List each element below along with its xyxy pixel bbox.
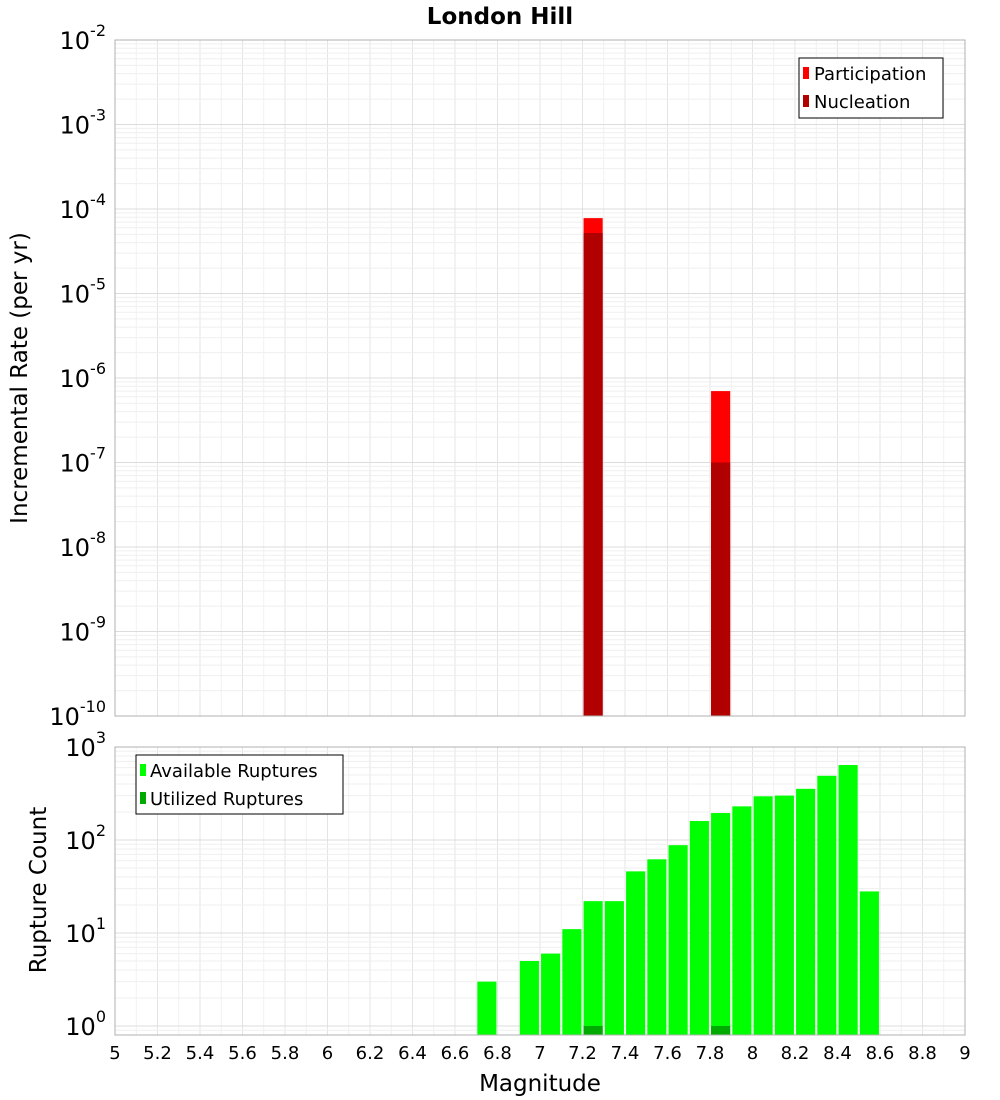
top-bar-nucleation bbox=[583, 232, 603, 716]
bottom-y-tick-label: 101 bbox=[65, 914, 106, 948]
legend-label-utilized-ruptures: Utilized Ruptures bbox=[150, 789, 303, 810]
bottom-bar-available-ruptures bbox=[583, 901, 603, 1035]
legend-swatch-available-ruptures bbox=[140, 764, 146, 776]
bottom-bar-available-ruptures bbox=[647, 859, 667, 1035]
x-axis-label: Magnitude bbox=[479, 1071, 601, 1097]
x-tick-label: 7.8 bbox=[696, 1043, 725, 1064]
top-bar-nucleation bbox=[711, 462, 731, 716]
bottom-plot-frame bbox=[114, 746, 966, 1036]
legend-label-participation: Participation bbox=[814, 64, 926, 85]
x-tick-label: 7.6 bbox=[653, 1043, 682, 1064]
x-tick-label: 5.2 bbox=[143, 1043, 172, 1064]
bottom-bar-available-ruptures bbox=[732, 806, 752, 1035]
top-y-tick-label: 10-9 bbox=[60, 613, 107, 647]
bottom-bar-utilized-ruptures bbox=[711, 1025, 731, 1035]
x-tick-label: 8 bbox=[747, 1043, 758, 1064]
top-y-tick-label: 10-10 bbox=[49, 697, 106, 731]
chart-title: London Hill bbox=[427, 4, 573, 30]
bottom-legend: Available Ruptures Utilized Ruptures bbox=[135, 754, 344, 815]
top-y-tick-label: 10-6 bbox=[60, 359, 107, 393]
x-tick-label: 8.4 bbox=[823, 1043, 852, 1064]
top-y-axis-label: Incremental Rate (per yr) bbox=[7, 232, 33, 524]
bottom-bar-available-ruptures bbox=[477, 981, 497, 1035]
top-plot-bars bbox=[583, 218, 731, 716]
top-y-tick-labels: 10-10 10-9 10-8 10-7 10-6 10-5 10-4 10-3 10-2 bbox=[49, 21, 106, 731]
bottom-bar-available-ruptures bbox=[519, 960, 539, 1035]
bottom-bar-utilized-ruptures bbox=[583, 1025, 603, 1035]
bottom-y-axis-label: Rupture Count bbox=[26, 807, 52, 973]
bottom-legend-box bbox=[135, 754, 344, 815]
x-tick-label: 5.6 bbox=[228, 1043, 257, 1064]
bottom-bar-available-ruptures bbox=[689, 821, 709, 1035]
bottom-bar-available-ruptures bbox=[859, 891, 879, 1035]
top-y-tick-label: 10-2 bbox=[60, 21, 107, 55]
top-y-tick-label: 10-4 bbox=[60, 190, 107, 224]
x-tick-label: 7.4 bbox=[611, 1043, 640, 1064]
legend-swatch-utilized-ruptures bbox=[140, 792, 146, 804]
bottom-bar-available-ruptures bbox=[541, 953, 561, 1035]
x-tick-label: 6.4 bbox=[398, 1043, 427, 1064]
x-tick-label: 6.6 bbox=[441, 1043, 470, 1064]
bottom-bar-available-ruptures bbox=[626, 871, 646, 1035]
bottom-bar-available-ruptures bbox=[604, 901, 624, 1035]
x-tick-label: 6.2 bbox=[356, 1043, 385, 1064]
bottom-bar-available-ruptures bbox=[817, 775, 837, 1035]
x-tick-label: 6 bbox=[322, 1043, 333, 1064]
top-y-tick-label: 10-5 bbox=[60, 275, 107, 309]
bottom-y-tick-label: 103 bbox=[65, 728, 106, 762]
top-legend-box bbox=[798, 57, 944, 119]
legend-label-available-ruptures: Available Ruptures bbox=[150, 761, 318, 782]
legend-label-nucleation: Nucleation bbox=[814, 92, 910, 113]
x-tick-label: 7.2 bbox=[568, 1043, 597, 1064]
x-tick-label: 5 bbox=[109, 1043, 120, 1064]
legend-swatch-nucleation bbox=[803, 95, 809, 107]
top-plot-grid bbox=[114, 39, 966, 717]
x-tick-labels: 5 5.2 5.4 5.6 5.8 6 6.2 6.4 6.6 6.8 7 7.2 7.4 7.6 7.8 8… bbox=[109, 1043, 970, 1064]
top-y-tick-label: 10-8 bbox=[60, 528, 107, 562]
x-tick-label: 5.8 bbox=[271, 1043, 300, 1064]
legend-swatch-participation bbox=[803, 67, 809, 79]
top-plot-frame bbox=[114, 39, 966, 717]
bottom-bar-available-ruptures bbox=[753, 796, 773, 1035]
x-tick-label: 8.2 bbox=[781, 1043, 810, 1064]
bottom-y-tick-label: 102 bbox=[65, 821, 106, 855]
bottom-y-tick-labels: 100 101 102 103 bbox=[65, 728, 106, 1041]
bottom-bar-available-ruptures bbox=[711, 813, 731, 1035]
x-tick-label: 9 bbox=[959, 1043, 970, 1064]
x-tick-label: 8.6 bbox=[866, 1043, 895, 1064]
x-tick-label: 8.8 bbox=[908, 1043, 937, 1064]
bottom-plot-bars bbox=[477, 765, 879, 1035]
bottom-y-tick-label: 100 bbox=[65, 1007, 106, 1041]
top-y-tick-label: 10-7 bbox=[60, 444, 107, 478]
bottom-bar-available-ruptures bbox=[838, 765, 858, 1035]
top-y-tick-label: 10-3 bbox=[60, 106, 107, 140]
top-legend: Participation Nucleation bbox=[798, 57, 944, 119]
bottom-bar-available-ruptures bbox=[774, 795, 794, 1035]
x-tick-label: 7 bbox=[534, 1043, 545, 1064]
x-tick-label: 5.4 bbox=[186, 1043, 215, 1064]
bottom-bar-available-ruptures bbox=[562, 929, 582, 1035]
bottom-bar-available-ruptures bbox=[796, 788, 816, 1035]
x-tick-label: 6.8 bbox=[483, 1043, 512, 1064]
bottom-bar-available-ruptures bbox=[668, 845, 688, 1035]
